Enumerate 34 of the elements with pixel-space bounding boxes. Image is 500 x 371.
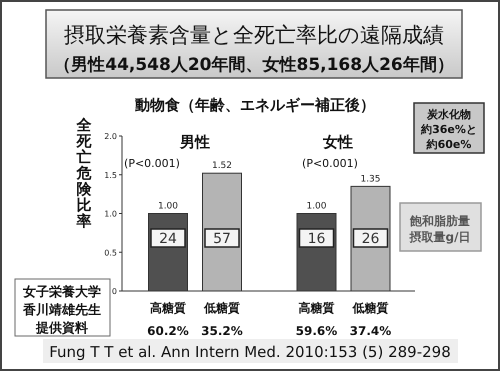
y-tick-label: 1.0 bbox=[104, 210, 117, 218]
data-label: 1.00 bbox=[158, 202, 178, 212]
annotation: (P<0.001) bbox=[302, 157, 358, 170]
text: 女子栄養大学 bbox=[22, 284, 101, 300]
data-label: 1.35 bbox=[360, 174, 381, 184]
y-tick-label: 1.5 bbox=[104, 170, 117, 180]
chart-subtitle: （男性44,548人20年間、女性85,168人26年間） bbox=[54, 55, 454, 75]
annotation: 16 bbox=[308, 231, 326, 247]
text: 炭水化物 bbox=[426, 108, 471, 121]
annotation: 24 bbox=[159, 231, 177, 247]
annotation: 男性 bbox=[179, 133, 210, 151]
annotation: 摂取量g/日 bbox=[408, 230, 470, 244]
chart-title: 摂取栄養素含量と全死亡率比の遠隔成績 bbox=[64, 23, 444, 47]
text: 香川靖雄先生 bbox=[22, 302, 101, 318]
annotation: 飽和脂肪量 bbox=[409, 214, 470, 228]
x-tick-label: 高糖質 59.6% bbox=[296, 301, 338, 338]
x-tick-label: 低糖質 35.2% bbox=[201, 301, 243, 338]
y-tick-label: 0 bbox=[112, 287, 117, 296]
y-tick-label: 0.5 bbox=[104, 248, 117, 258]
annotation: 26 bbox=[362, 231, 380, 247]
data-label: 1.52 bbox=[212, 161, 232, 172]
y-tick-label: 2.0 bbox=[104, 132, 117, 141]
y-axis-title: 全死亡危険比率 bbox=[76, 116, 92, 230]
text: 動物食（年齢、エネルギー補正後） bbox=[134, 96, 375, 114]
text: Fung T T et al. Ann Intern Med. 2010:153 (5) 289-298 bbox=[49, 343, 451, 361]
text: 提供資料 bbox=[35, 321, 88, 336]
text: 約60e% bbox=[426, 138, 472, 151]
x-tick-label: 低糖質 37.4% bbox=[350, 301, 392, 338]
data-label: 1.00 bbox=[306, 202, 327, 212]
x-tick-label: 高糖質 60.2% bbox=[147, 301, 189, 338]
annotation: 女性 bbox=[322, 133, 353, 151]
text: 約36e%と bbox=[420, 123, 477, 136]
annotation: (P<0.001) bbox=[124, 157, 180, 170]
annotation: 57 bbox=[213, 231, 231, 247]
